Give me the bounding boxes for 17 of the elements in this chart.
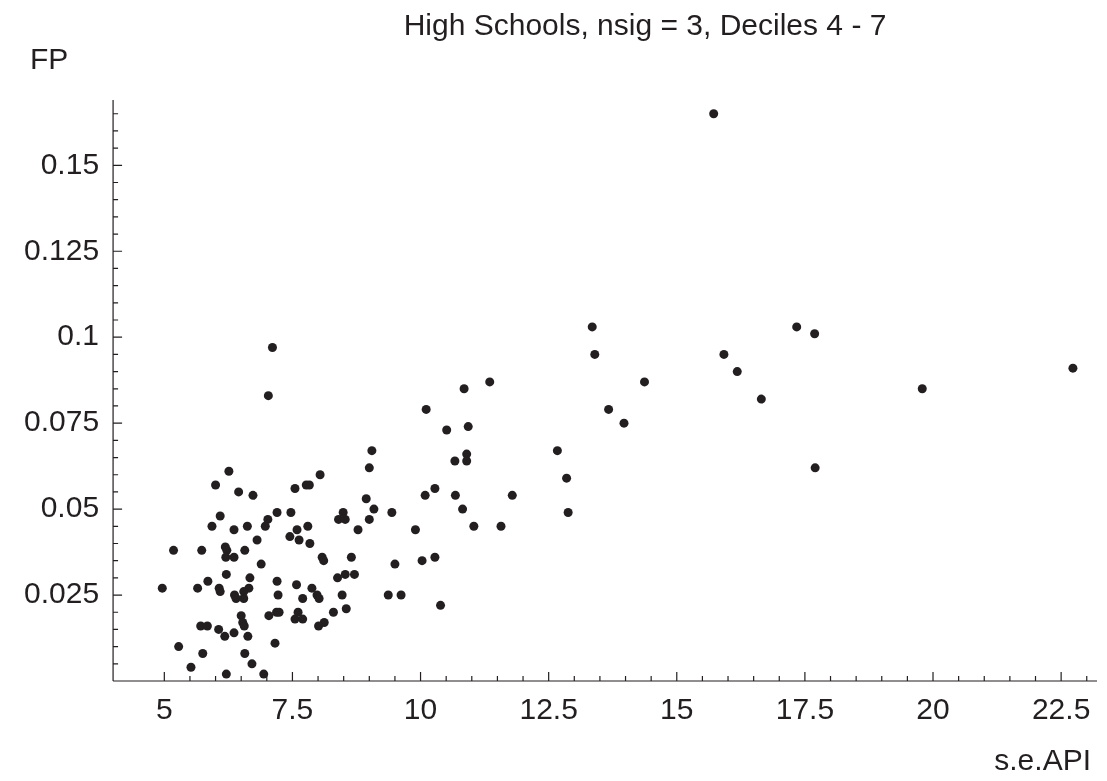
y-tick-label: 0.025: [24, 576, 100, 610]
y-tick-label: 0.05: [40, 490, 100, 524]
x-tick-label: 17.5: [775, 692, 835, 726]
chart-title: High Schools, nsig = 3, Deciles 4 - 7: [403, 8, 887, 42]
y-tick-label: 0.15: [40, 146, 100, 180]
y-tick-label: 0.125: [24, 232, 100, 266]
y-tick-label: 0.075: [24, 404, 100, 438]
x-tick-label: 5: [155, 692, 173, 726]
x-tick-label: 15: [660, 692, 694, 726]
x-tick-label: 22.5: [1031, 692, 1091, 726]
y-tick-label: 0.1: [57, 318, 100, 352]
x-tick-label: 10: [403, 692, 438, 726]
y-axis-title: FP: [30, 42, 69, 76]
x-tick-label: 20: [916, 692, 950, 726]
x-tick-label: 12.5: [519, 692, 578, 726]
x-axis-title: s.e.API: [994, 743, 1091, 777]
x-tick-label: 7.5: [271, 692, 314, 726]
